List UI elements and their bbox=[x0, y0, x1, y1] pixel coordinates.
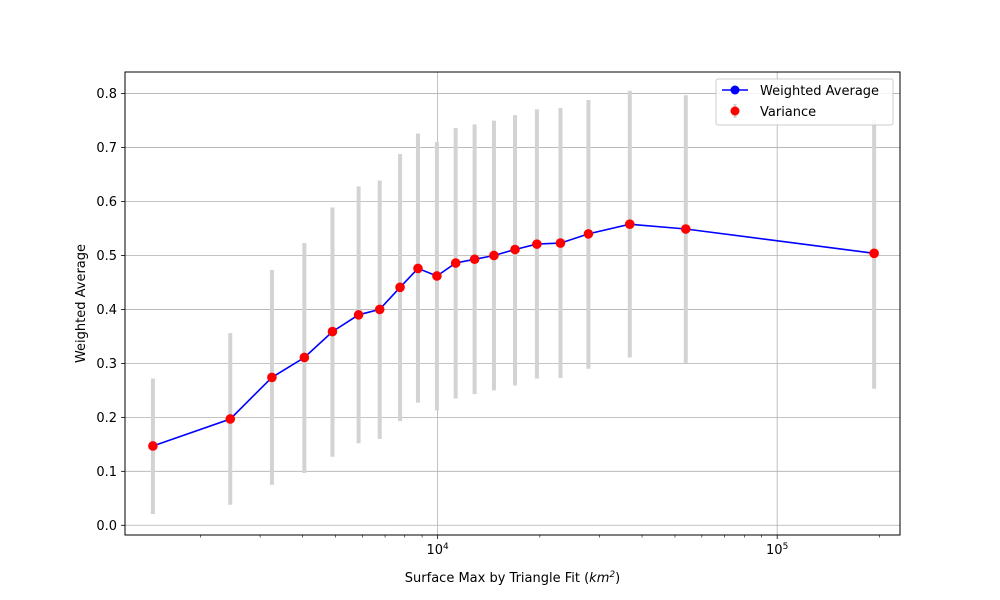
data-point bbox=[450, 258, 461, 268]
data-point bbox=[489, 250, 499, 261]
data-point bbox=[374, 304, 385, 315]
series-line bbox=[152, 223, 875, 447]
legend-label-variance: Variance bbox=[760, 105, 816, 120]
legend-line-marker bbox=[730, 85, 740, 95]
legend: Weighted Average Variance bbox=[715, 78, 894, 126]
y-tick-label: 0.3 bbox=[96, 357, 117, 372]
data-point bbox=[299, 352, 310, 363]
data-point bbox=[532, 239, 542, 249]
y-tick-label: 0.1 bbox=[96, 465, 117, 480]
y-tick-label: 0.6 bbox=[96, 195, 117, 210]
data-point bbox=[327, 326, 338, 337]
x-tick-label: 104 bbox=[427, 542, 450, 558]
legend-label-weighted-average: Weighted Average bbox=[760, 84, 879, 99]
weighted-average-line bbox=[152, 223, 875, 447]
data-point bbox=[432, 271, 442, 281]
y-tick-label: 0.4 bbox=[96, 303, 117, 318]
error-bars bbox=[150, 90, 877, 514]
data-point bbox=[510, 244, 520, 255]
x-tick-label: 105 bbox=[766, 542, 788, 558]
y-tick-label: 0.0 bbox=[96, 519, 117, 534]
grid bbox=[125, 72, 900, 535]
data-point bbox=[395, 282, 405, 293]
plot-frame bbox=[124, 71, 901, 536]
y-tick-label: 0.5 bbox=[96, 249, 117, 264]
data-point bbox=[353, 310, 364, 320]
x-axis-label: Surface Max by Triangle Fit (km2) bbox=[405, 570, 620, 586]
data-point bbox=[413, 263, 423, 274]
y-tick-label: 0.2 bbox=[96, 411, 117, 426]
y-tick-label: 0.7 bbox=[96, 141, 117, 156]
data-point bbox=[869, 248, 879, 259]
data-point bbox=[624, 219, 635, 229]
data-point bbox=[469, 254, 480, 265]
data-markers bbox=[148, 219, 879, 451]
legend-box bbox=[715, 78, 894, 126]
legend-variance-marker bbox=[730, 106, 740, 116]
data-point bbox=[225, 414, 236, 424]
data-point bbox=[267, 372, 277, 383]
y-tick-label: 0.8 bbox=[96, 87, 117, 102]
x-axis-ticks: 104 105 bbox=[200, 535, 880, 558]
data-point bbox=[583, 229, 594, 239]
y-axis-label: Weighted Average bbox=[74, 244, 89, 363]
data-point bbox=[680, 224, 691, 234]
data-point bbox=[555, 238, 566, 248]
data-point bbox=[148, 441, 158, 451]
y-axis-ticks: 0.0 0.1 0.2 0.3 0.4 0.5 0.6 0.7 0.8 bbox=[96, 87, 125, 534]
